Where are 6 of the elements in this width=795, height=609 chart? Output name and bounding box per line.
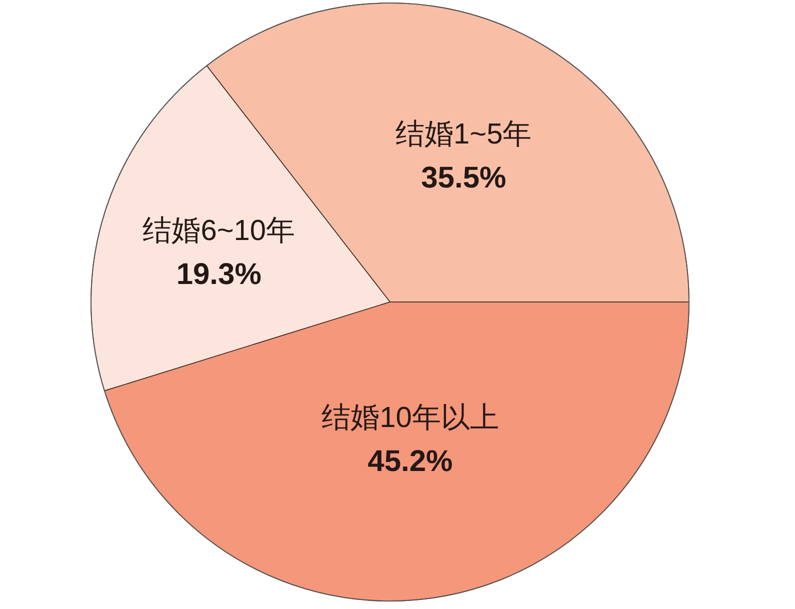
data-label: 45.2% — [368, 445, 453, 478]
slice-label: 结婚10年以上 — [322, 402, 499, 434]
slice-label: 结婚1~5年 — [396, 118, 532, 151]
data-label: 35.5% — [421, 162, 506, 195]
data-label: 19.3% — [176, 258, 262, 292]
slice-label: 结婚6~10年 — [142, 215, 296, 248]
